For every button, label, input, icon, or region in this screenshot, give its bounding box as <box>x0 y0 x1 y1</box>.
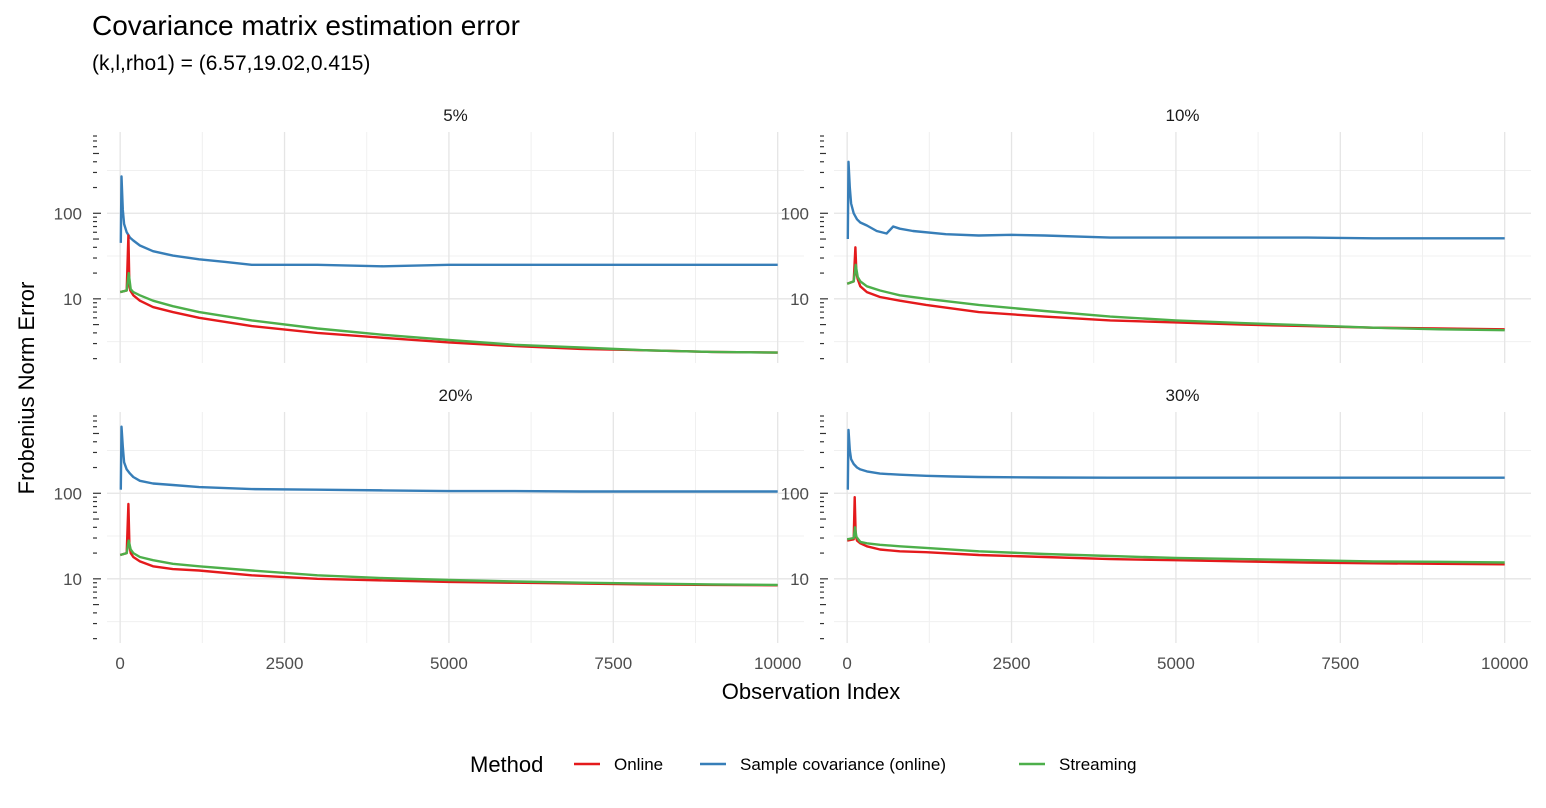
facet-panel: 10% 10 100 <box>781 106 1531 363</box>
facet-label: 5% <box>443 106 468 125</box>
facet-panel: 20% 10 100 0 2500 5000 7500 10000 <box>54 386 804 673</box>
x-tick-label: 5000 <box>1157 654 1195 673</box>
series-line <box>119 425 778 493</box>
series-line <box>846 526 1505 564</box>
series-line <box>119 539 778 587</box>
y-tick-label: 10 <box>790 570 809 589</box>
y-tick-label: 100 <box>54 484 82 503</box>
x-tick-label: 10000 <box>754 654 801 673</box>
y-tick-label: 100 <box>54 204 82 223</box>
legend-label: Streaming <box>1059 755 1136 774</box>
series-line <box>846 263 1505 332</box>
y-axis-title: Frobenius Norm Error <box>14 282 39 495</box>
facet-panel: 30% 10 100 0 2500 5000 7500 10000 <box>781 386 1531 673</box>
series-line <box>846 428 1505 490</box>
chart-subtitle: (k,l,rho1) = (6.57,19.02,0.415) <box>92 52 371 75</box>
series-line <box>846 160 1505 240</box>
y-tick-label: 10 <box>63 570 82 589</box>
y-tick-label: 100 <box>781 484 809 503</box>
legend-label: Online <box>614 755 663 774</box>
facet-label: 30% <box>1165 386 1199 405</box>
x-tick-label: 0 <box>842 654 851 673</box>
x-tick-label: 10000 <box>1481 654 1528 673</box>
y-tick-label: 10 <box>790 290 809 309</box>
x-tick-label: 2500 <box>993 654 1031 673</box>
x-tick-label: 7500 <box>1321 654 1359 673</box>
facet-panel: 5% 10 100 <box>54 106 804 363</box>
series-line <box>119 271 778 354</box>
legend: Method Online Sample covariance (online) St… <box>470 752 1136 777</box>
x-axis-title: Observation Index <box>722 679 901 704</box>
y-tick-label: 100 <box>781 204 809 223</box>
legend-title: Method <box>470 752 543 777</box>
x-tick-label: 2500 <box>266 654 304 673</box>
facet-label: 10% <box>1165 106 1199 125</box>
y-tick-label: 10 <box>63 290 82 309</box>
x-tick-label: 0 <box>115 654 124 673</box>
x-tick-label: 7500 <box>594 654 632 673</box>
x-tick-label: 5000 <box>430 654 468 673</box>
facet-label: 20% <box>438 386 472 405</box>
legend-label: Sample covariance (online) <box>740 755 946 774</box>
chart-title: Covariance matrix estimation error <box>92 10 520 41</box>
series-line <box>119 175 778 268</box>
